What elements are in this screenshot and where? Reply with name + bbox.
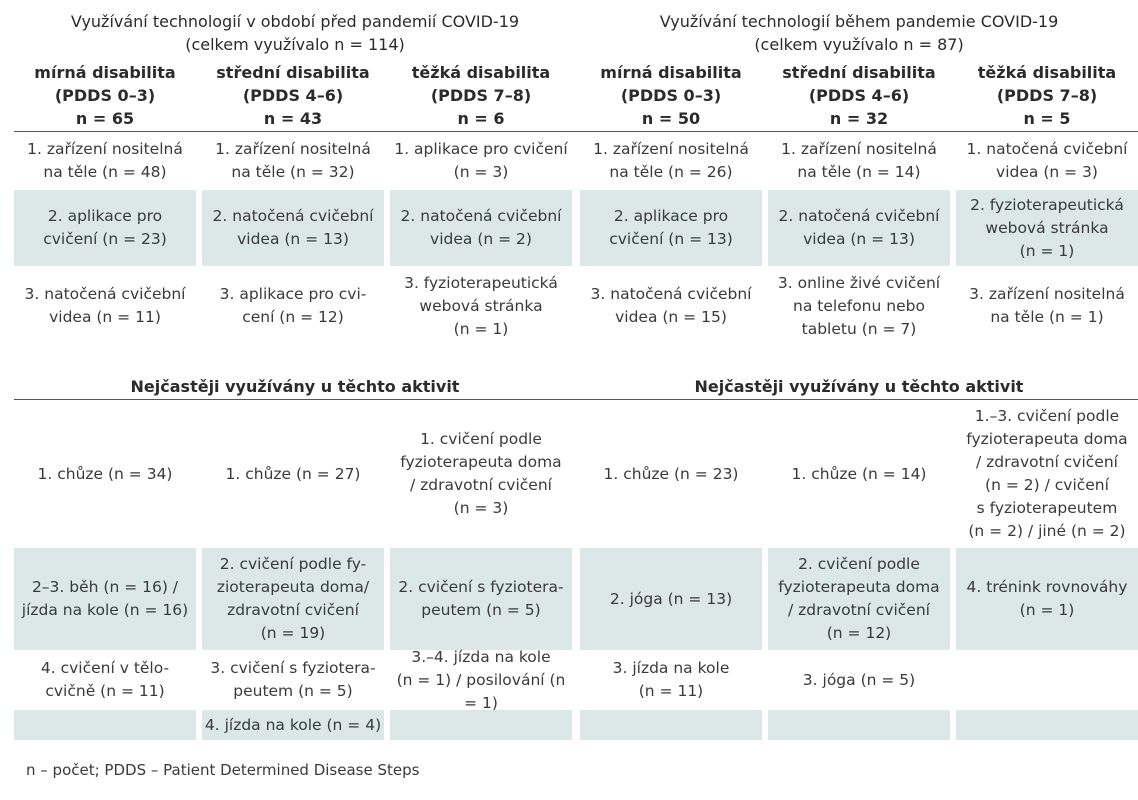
column-header-name: střední disabilita [782, 62, 936, 82]
footnote: n – počet; PDDS – Patient Determined Dis… [26, 761, 420, 779]
activity-cell [390, 710, 572, 740]
column-header: střední disabilita (PDDS 4–6) n = 32 [768, 60, 950, 130]
activity-cell [580, 710, 762, 740]
technology-cell: 2. natočená cvičební videa (n = 13) [768, 190, 950, 266]
group-title-before: Využívání technologií v období před pand… [70, 12, 520, 31]
activities-heading-left: Nejčastěji využívány u těchto aktivit [130, 376, 460, 396]
group-header-before: Využívání technologií v období před pand… [14, 8, 576, 58]
activity-cell [956, 710, 1138, 740]
activity-cell: 1. chůze (n = 27) [225, 464, 361, 483]
column-header: těžká disabilita (PDDS 7–8) n = 6 [390, 60, 572, 130]
technology-cell: 2. aplikace pro cvičení (n = 13) [580, 190, 762, 266]
column-header: mírná disabilita (PDDS 0–3) n = 65 [14, 60, 196, 130]
technology-cell: 2. fyzioterapeutická webová stránka (n =… [956, 190, 1138, 266]
group-subtitle-during: (celkem využívalo n = 87) [754, 35, 964, 54]
activity-cell: 1. chůze (n = 23) [603, 464, 739, 483]
column-header-name: těžká disabilita [411, 62, 551, 82]
activity-cell: 3. jízda na kole (n = 11) [612, 659, 730, 700]
technology-cell: 1. zařízení nositelná na těle (n = 14) [781, 140, 937, 181]
activity-cell [14, 710, 196, 740]
column-header-n: n = 50 [641, 108, 701, 128]
activity-cell: 2. cvičení podle fy- zioterapeuta doma/ … [202, 548, 384, 650]
activity-cell: 3. cvičení s fyziotera- peutem (n = 5) [210, 659, 376, 700]
column-header-n: n = 6 [457, 108, 505, 128]
technology-cell: 2. aplikace pro cvičení (n = 23) [14, 190, 196, 266]
activity-cell: 1. chůze (n = 34) [37, 464, 173, 483]
technology-cell: 3. natočená cvičební videa (n = 11) [24, 285, 186, 326]
activity-cell [768, 710, 950, 740]
activity-cell: 2–3. běh (n = 16) / jízda na kole (n = 1… [14, 548, 196, 650]
technology-cell: 2. natočená cvičební videa (n = 13) [202, 190, 384, 266]
activity-cell: 3.–4. jízda na kole (n = 1) / posilování… [396, 647, 566, 712]
column-header-name: těžká disabilita [977, 62, 1117, 82]
column-header-range: (PDDS 7–8) [430, 85, 532, 105]
activities-heading-right: Nejčastěji využívány u těchto aktivit [694, 376, 1024, 396]
column-header-range: (PDDS 4–6) [808, 85, 910, 105]
column-header-range: (PDDS 0–3) [620, 85, 722, 105]
technology-cell: 1. zařízení nositelná na těle (n = 48) [27, 140, 183, 181]
column-header-name: mírná disabilita [34, 62, 176, 82]
column-header-n: n = 5 [1023, 108, 1071, 128]
activity-cell: 3. jóga (n = 5) [802, 670, 916, 689]
activity-cell: 4. jízda na kole (n = 4) [202, 710, 384, 740]
column-header-n: n = 32 [829, 108, 889, 128]
column-header-range: (PDDS 7–8) [996, 85, 1098, 105]
activity-cell: 4. cvičení v tělo- cvičně (n = 11) [40, 659, 170, 700]
column-header-name: mírná disabilita [600, 62, 742, 82]
activities-rule [14, 399, 1138, 400]
column-header: těžká disabilita (PDDS 7–8) n = 5 [956, 60, 1138, 130]
activity-cell: 2. cvičení s fyziotera- peutem (n = 5) [390, 548, 572, 650]
activity-cell [956, 654, 1138, 706]
technology-cell: 3. fyzioterapeutická webová stránka (n =… [404, 273, 558, 338]
activity-cell: 1.–3. cvičení podle fyzioterapeuta doma … [966, 407, 1128, 540]
group-header-during: Využívání technologií během pandemie COV… [580, 8, 1138, 58]
technology-cell: 3. online živé cvičení na telefonu nebo … [777, 273, 941, 338]
activity-cell: 1. cvičení podle fyzioterapeuta doma / z… [400, 430, 562, 517]
column-header-n: n = 65 [75, 108, 135, 128]
technology-cell: 1. zařízení nositelná na těle (n = 26) [593, 140, 749, 181]
technology-cell: 1. aplikace pro cvičení (n = 3) [394, 140, 568, 181]
group-subtitle-before: (celkem využívalo n = 114) [185, 35, 405, 54]
activity-cell: 2. cvičení podle fyzioterapeuta doma / z… [768, 548, 950, 650]
activity-cell: 2. jóga (n = 13) [580, 548, 762, 650]
technology-cell: 1. natočená cvičební videa (n = 3) [966, 140, 1128, 181]
column-header: střední disabilita (PDDS 4–6) n = 43 [202, 60, 384, 130]
technology-cell: 1. zařízení nositelná na těle (n = 32) [215, 140, 371, 181]
header-rule [14, 131, 1138, 132]
column-header-range: (PDDS 0–3) [54, 85, 156, 105]
group-title-during: Využívání technologií během pandemie COV… [659, 12, 1059, 31]
column-header: mírná disabilita (PDDS 0–3) n = 50 [580, 60, 762, 130]
activity-cell: 1. chůze (n = 14) [791, 464, 927, 483]
technology-cell: 3. aplikace pro cvi- cení (n = 12) [219, 285, 367, 326]
column-header-n: n = 43 [263, 108, 323, 128]
activity-cell: 4. trénink rovnováhy (n = 1) [956, 548, 1138, 650]
technology-cell: 3. natočená cvičební videa (n = 15) [590, 285, 752, 326]
column-header-name: střední disabilita [216, 62, 370, 82]
technology-cell: 2. natočená cvičební videa (n = 2) [390, 190, 572, 266]
technology-cell: 3. zařízení nositelná na těle (n = 1) [969, 285, 1125, 326]
column-header-range: (PDDS 4–6) [242, 85, 344, 105]
